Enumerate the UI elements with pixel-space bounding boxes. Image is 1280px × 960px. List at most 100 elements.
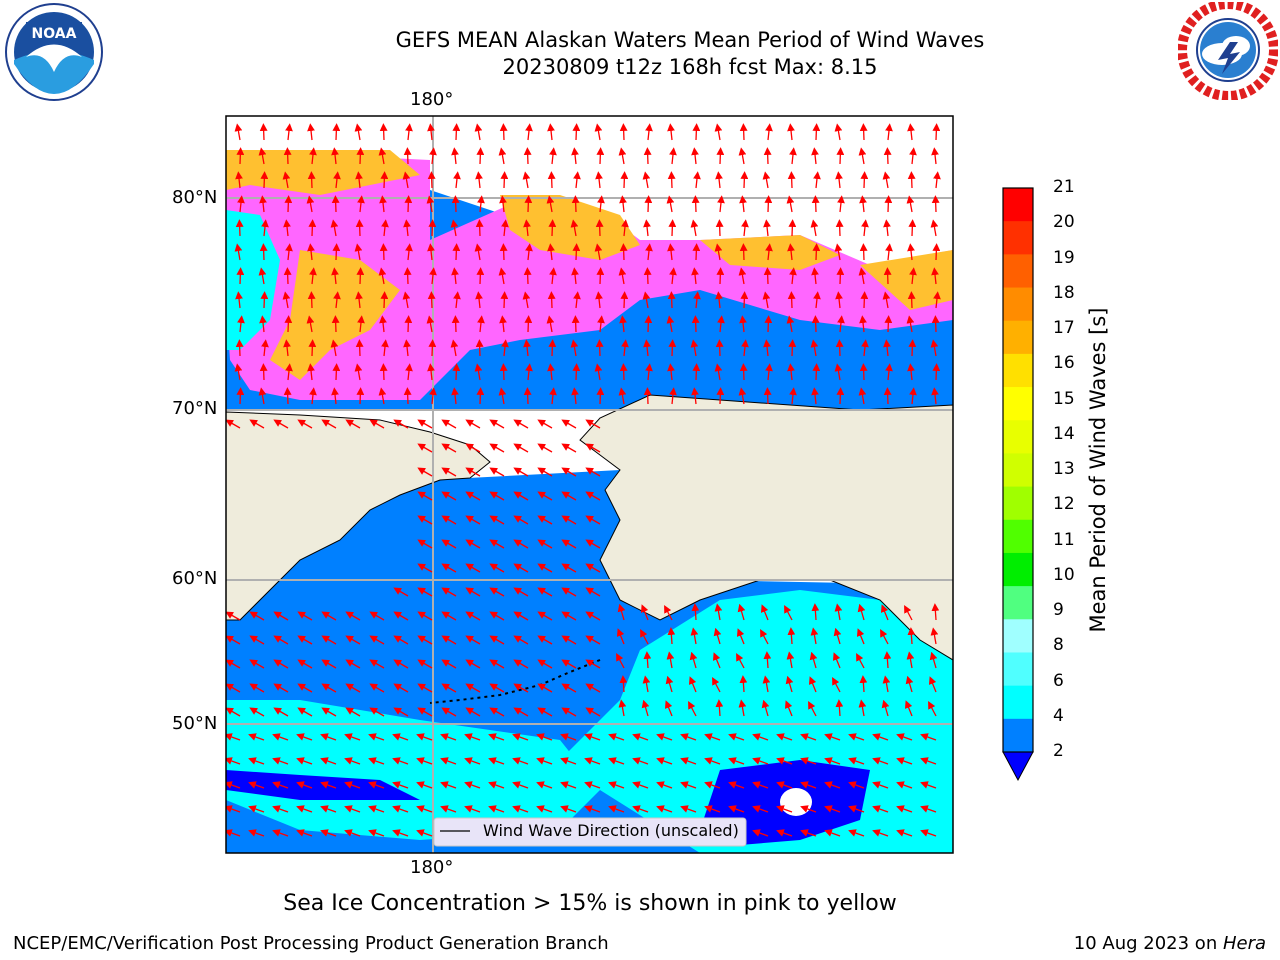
wave-arrow <box>666 315 675 333</box>
wave-arrow <box>379 243 388 261</box>
wave-arrow <box>441 443 457 453</box>
wave-arrow <box>307 123 315 141</box>
wave-arrow <box>393 611 409 621</box>
colorbar-segment <box>1003 287 1033 322</box>
wave-arrow <box>835 699 844 717</box>
wave-arrow <box>273 611 289 621</box>
wave-arrow <box>619 675 628 693</box>
wave-arrow <box>235 339 244 357</box>
wave-arrow <box>584 781 601 789</box>
colorbar-segment <box>1003 619 1033 653</box>
wave-arrow <box>920 829 937 837</box>
wave-arrow <box>546 195 555 213</box>
wave-arrow <box>272 829 289 837</box>
wave-arrow <box>259 123 268 141</box>
wave-arrow <box>920 733 937 741</box>
wave-arrow <box>273 683 289 693</box>
wave-arrow <box>465 467 481 477</box>
wave-arrow <box>786 651 795 669</box>
wave-arrow <box>761 699 770 717</box>
wave-arrow <box>234 123 243 141</box>
wave-arrow <box>536 805 553 813</box>
wave-arrow <box>523 267 532 285</box>
wave-arrow <box>932 123 941 141</box>
wave-arrow <box>885 363 893 381</box>
colorbar-segment <box>1003 552 1033 587</box>
wave-arrow <box>248 757 265 765</box>
wave-arrow <box>403 387 412 405</box>
wave-arrow <box>931 147 939 165</box>
wave-arrow <box>561 707 577 717</box>
colorbar-segment <box>1003 519 1033 554</box>
wave-arrow <box>331 315 340 333</box>
wave-arrow <box>690 219 699 237</box>
wave-arrow <box>896 733 913 741</box>
wave-arrow <box>393 707 409 717</box>
wave-arrow <box>585 683 601 693</box>
wave-arrow <box>356 267 365 285</box>
wave-arrow <box>824 829 841 837</box>
wave-arrow <box>812 123 821 141</box>
wave-arrow <box>858 387 867 405</box>
wave-arrow <box>776 781 793 789</box>
wave-arrow <box>715 219 724 237</box>
wave-arrow <box>499 315 507 333</box>
wave-arrow <box>344 781 361 789</box>
wave-arrow <box>644 315 653 333</box>
wave-arrow <box>248 829 265 837</box>
wave-arrow <box>522 171 531 189</box>
wave-arrow <box>597 315 605 333</box>
wave-arrow <box>296 781 313 789</box>
wave-arrow <box>669 387 677 405</box>
wave-arrow <box>320 805 337 813</box>
wave-arrow <box>321 707 337 717</box>
wave-arrow <box>513 659 529 669</box>
footer-right: 10 Aug 2023 on Hera <box>1074 933 1266 954</box>
wave-arrow <box>258 267 267 285</box>
wave-arrow <box>522 291 531 309</box>
wave-arrow <box>837 195 845 213</box>
wave-arrow <box>392 781 409 789</box>
wave-arrow <box>417 443 433 453</box>
wave-arrow <box>667 171 676 189</box>
wave-arrow <box>882 171 891 189</box>
wave-arrow <box>752 805 769 813</box>
wave-arrow <box>571 195 580 213</box>
wave-arrow <box>835 219 844 237</box>
wave-arrow <box>357 315 365 333</box>
wave-arrow <box>667 291 676 309</box>
wave-arrow <box>369 611 385 621</box>
wave-arrow <box>330 339 339 357</box>
wave-arrow <box>307 291 316 309</box>
wave-arrow <box>714 243 723 261</box>
wave-arrow <box>645 363 653 381</box>
wave-arrow <box>320 781 337 789</box>
wave-arrow <box>836 267 845 285</box>
wave-arrow <box>296 829 313 837</box>
wave-arrow <box>297 707 313 717</box>
wave-arrow <box>465 659 481 669</box>
wave-arrow <box>885 123 893 141</box>
colorbar-tick-label: 2 <box>1053 741 1064 761</box>
sea-ice-orange-4 <box>270 250 400 380</box>
wave-arrow <box>283 219 291 237</box>
sea-ice-pink <box>226 150 953 400</box>
wave-arrow <box>642 171 651 189</box>
wave-arrow <box>776 733 793 741</box>
wave-arrow <box>800 733 817 741</box>
wave-arrow <box>513 611 529 621</box>
wave-arrow <box>441 467 457 477</box>
wave-arrow <box>474 363 483 381</box>
wave-arrow <box>404 195 413 213</box>
wave-arrow <box>525 363 533 381</box>
wave-arrow <box>597 195 605 213</box>
wave-arrow <box>475 219 484 237</box>
wave-arrow <box>859 363 868 381</box>
wave-arrow <box>392 829 409 837</box>
wave-arrow <box>643 147 652 165</box>
wave-arrow <box>417 515 433 525</box>
wave-arrow <box>513 707 529 717</box>
wave-arrow <box>594 243 603 261</box>
wave-arrow <box>403 267 412 285</box>
wave-arrow <box>908 339 917 357</box>
